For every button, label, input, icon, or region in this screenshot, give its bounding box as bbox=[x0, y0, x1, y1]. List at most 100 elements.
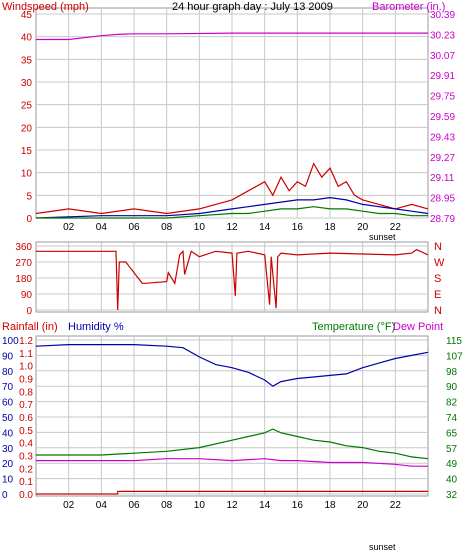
direction-compass-label: E bbox=[434, 289, 441, 301]
windspeed-tick-label: 45 bbox=[21, 10, 33, 21]
humidity-tick-label: 10 bbox=[2, 475, 14, 486]
barometer-axis-ticks: 28.79 28.95 29.11 29.27 29.43 29.59 29.75 29.91… bbox=[430, 10, 455, 225]
rainfall-tick-label: 0.5 bbox=[19, 426, 33, 437]
temperature-tick-label: 65 bbox=[446, 428, 458, 439]
chart-title: 24 hour graph day : July 13 2009 bbox=[172, 1, 333, 13]
temperature-tick-label: 98 bbox=[446, 367, 458, 378]
temperature-tick-label: 57 bbox=[446, 444, 458, 455]
rainfall-tick-label: 0.9 bbox=[19, 375, 33, 386]
wind-x-tick-label: 16 bbox=[292, 222, 304, 233]
dewpoint-line bbox=[36, 458, 428, 467]
wind-gust-line bbox=[35, 162, 429, 215]
humidity-axis-ticks: 0 10 20 30 40 50 60 70 80 90 100 bbox=[2, 336, 19, 501]
climate-x-tick-label: 16 bbox=[292, 500, 304, 511]
climate-x-tick-label: 06 bbox=[128, 500, 140, 511]
rainfall-axis-ticks: 0.0 0.1 0.20.3 0.4 0.5 0.6 0.7 0.80.9 1.0 1.1 1.2 bbox=[19, 336, 33, 501]
rainfall-tick-label: 0.2 bbox=[19, 464, 33, 475]
barometer-tick-label: 29.43 bbox=[430, 132, 455, 143]
temperature-tick-label: 107 bbox=[446, 351, 463, 362]
direction-compass-label: W bbox=[434, 257, 445, 269]
climate-x-tick-label: 22 bbox=[390, 500, 402, 511]
panel-climate-grid bbox=[36, 336, 428, 496]
direction-compass-label: S bbox=[434, 273, 441, 285]
wind-x-tick-label: 04 bbox=[96, 222, 108, 233]
barometer-tick-label: 28.95 bbox=[430, 194, 455, 205]
temperature-tick-label: 32 bbox=[446, 490, 458, 501]
humidity-tick-label: 80 bbox=[2, 367, 14, 378]
direction-degree-label: 90 bbox=[21, 290, 33, 301]
rainfall-tick-label: 0.3 bbox=[19, 452, 33, 463]
windspeed-tick-label: 15 bbox=[21, 146, 33, 157]
temperature-tick-label: 49 bbox=[446, 459, 458, 470]
direction-series bbox=[36, 248, 429, 311]
wind-sunset-label: sunset bbox=[369, 232, 396, 242]
humidity-tick-label: 20 bbox=[2, 459, 14, 470]
climate-x-tick-label: 02 bbox=[63, 500, 75, 511]
barometer-tick-label: 29.11 bbox=[430, 173, 455, 184]
barometer-tick-label: 30.07 bbox=[430, 51, 455, 62]
rainfall-tick-label: 0.1 bbox=[19, 477, 33, 488]
temperature-line bbox=[36, 428, 429, 460]
humidity-tick-label: 70 bbox=[2, 382, 14, 393]
climate-x-tick-label: 08 bbox=[161, 500, 173, 511]
wind-x-tick-label: 18 bbox=[324, 222, 336, 233]
rainfall-tick-label: 1.2 bbox=[19, 336, 33, 347]
climate-x-tick-label: 10 bbox=[194, 500, 206, 511]
humidity-tick-label: 30 bbox=[2, 444, 14, 455]
temperature-tick-label: 74 bbox=[446, 413, 458, 424]
climate-sunset-label: sunset bbox=[369, 542, 396, 552]
direction-degree-label: 0 bbox=[26, 306, 32, 317]
humidity-axis-label: Humidity % bbox=[68, 321, 124, 333]
temperature-axis-ticks: 32 40 49 57 65 74 82 90 98 107 115 bbox=[446, 336, 463, 501]
windspeed-tick-label: 25 bbox=[21, 101, 33, 112]
windspeed-tick-label: 40 bbox=[21, 33, 33, 44]
wind-average-line bbox=[35, 196, 429, 219]
windspeed-axis-ticks: 0 5 10 15 20 25 30 35 40 45 bbox=[21, 10, 33, 225]
wind-x-tick-label: 06 bbox=[128, 222, 140, 233]
wind-direction-line bbox=[36, 248, 429, 311]
barometer-tick-label: 28.79 bbox=[430, 214, 455, 225]
windspeed-tick-label: 30 bbox=[21, 78, 33, 89]
humidity-tick-label: 40 bbox=[2, 428, 14, 439]
windspeed-tick-label: 5 bbox=[26, 191, 32, 202]
windspeed-tick-label: 10 bbox=[21, 169, 33, 180]
direction-compass-label: N bbox=[434, 305, 442, 317]
windspeed-tick-label: 0 bbox=[26, 214, 32, 225]
rainfall-tick-label: 1.1 bbox=[19, 349, 33, 360]
temperature-tick-label: 82 bbox=[446, 398, 458, 409]
wind-x-tick-label: 02 bbox=[63, 222, 75, 233]
wind-x-tick-label: 08 bbox=[161, 222, 173, 233]
humidity-tick-label: 90 bbox=[2, 351, 14, 362]
temperature-axis-label: Temperature (°F) bbox=[312, 321, 395, 333]
rainfall-tick-label: 1.0 bbox=[19, 362, 33, 373]
barometer-tick-label: 29.59 bbox=[430, 112, 455, 123]
barometer-line bbox=[36, 32, 428, 41]
panel-climate: 0.00.10.20.30.40.50.60.70.80.91.01.11.2 … bbox=[2, 321, 463, 552]
rainfall-tick-label: 0.6 bbox=[19, 413, 33, 424]
panel-direction-grid bbox=[36, 242, 428, 312]
barometer-tick-label: 29.27 bbox=[430, 153, 455, 164]
climate-series bbox=[35, 344, 429, 495]
wind-x-tick-label: 14 bbox=[259, 222, 271, 233]
panel-wind-grid bbox=[36, 8, 428, 219]
temperature-tick-label: 40 bbox=[446, 475, 458, 486]
wind-speed-line bbox=[36, 206, 428, 219]
direction-compass-label: N bbox=[434, 241, 442, 253]
temperature-tick-label: 90 bbox=[446, 382, 458, 393]
barometer-tick-label: 29.75 bbox=[430, 92, 455, 103]
barometer-tick-label: 30.23 bbox=[430, 30, 455, 41]
wind-x-tick-label: 10 bbox=[194, 222, 206, 233]
rainfall-tick-label: 0.8 bbox=[19, 387, 33, 398]
rainfall-axis-label: Rainfall (in) bbox=[2, 321, 58, 333]
climate-x-tick-label: 12 bbox=[226, 500, 238, 511]
climate-x-tick-label: 04 bbox=[96, 500, 108, 511]
temperature-tick-label: 115 bbox=[446, 336, 462, 347]
dewpoint-axis-label: Dew Point bbox=[393, 321, 443, 333]
humidity-tick-label: 100 bbox=[2, 336, 19, 347]
barometer-axis-label: Barometer (in.) bbox=[372, 1, 445, 13]
rainfall-tick-label: 0.7 bbox=[19, 400, 33, 411]
wind-x-tick-label: 12 bbox=[226, 222, 238, 233]
